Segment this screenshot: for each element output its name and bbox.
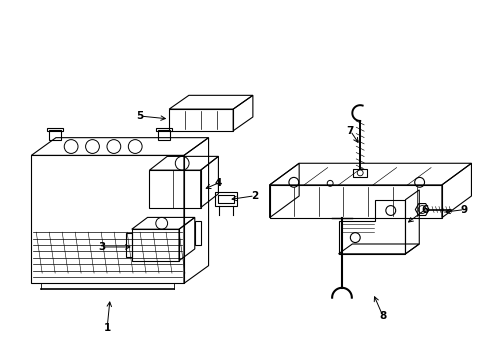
Text: 8: 8 — [379, 311, 387, 321]
Bar — [353, 169, 367, 177]
Bar — [216, 192, 237, 206]
Text: 3: 3 — [98, 242, 106, 252]
Bar — [219, 195, 234, 203]
Text: 2: 2 — [251, 191, 258, 201]
Text: 6: 6 — [421, 204, 429, 215]
Bar — [195, 221, 201, 245]
Text: 7: 7 — [346, 126, 354, 136]
Bar — [156, 127, 171, 131]
Text: 1: 1 — [103, 323, 111, 333]
Text: 5: 5 — [136, 111, 143, 121]
Text: 4: 4 — [215, 178, 222, 188]
Bar — [48, 127, 63, 131]
Bar — [49, 130, 61, 140]
Text: 9: 9 — [461, 204, 468, 215]
Bar — [126, 233, 132, 257]
Bar — [158, 130, 170, 140]
